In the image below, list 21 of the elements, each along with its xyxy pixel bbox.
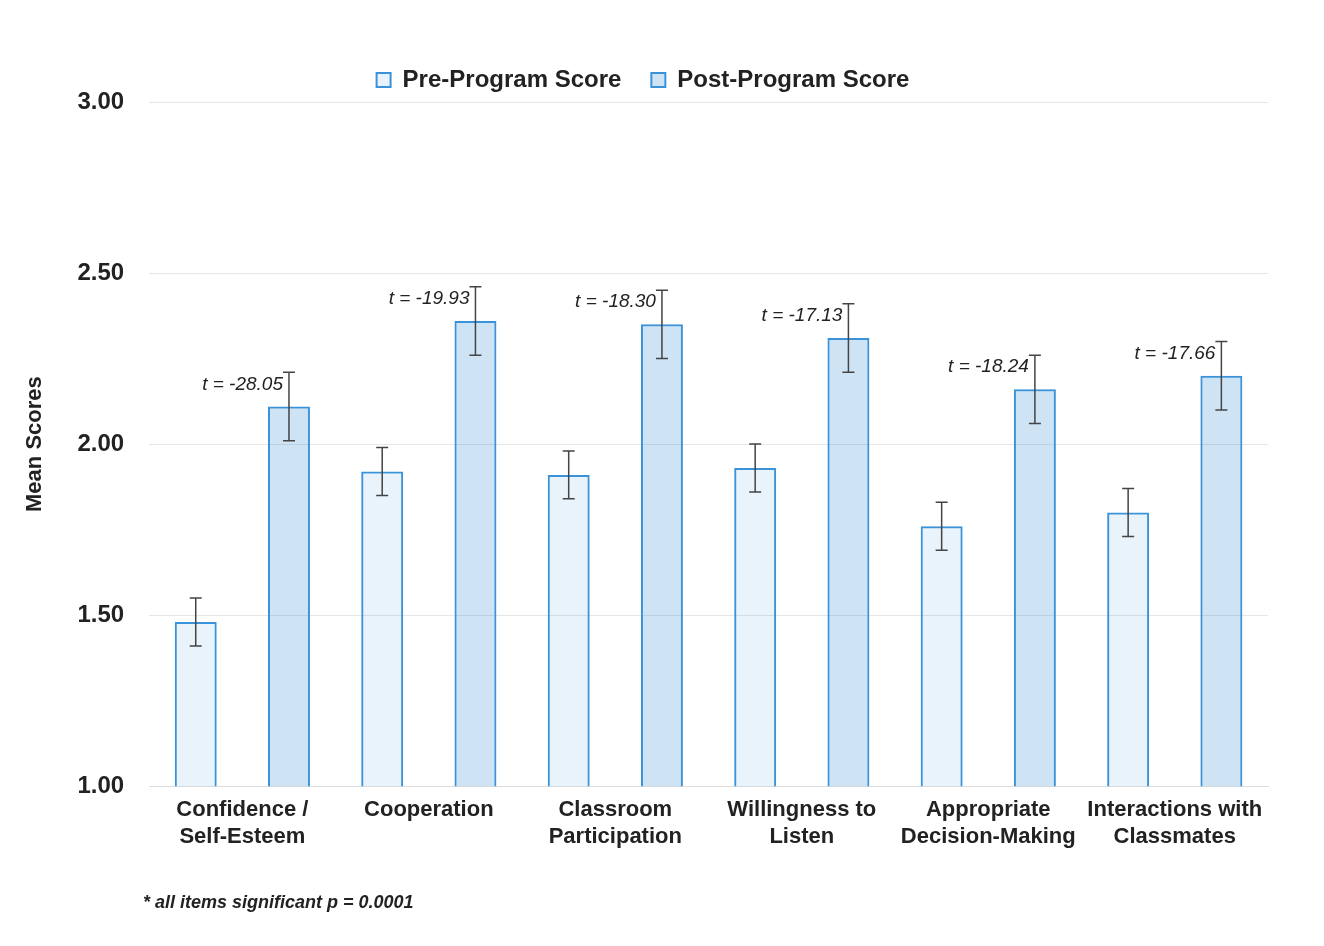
y-tick-label: 2.00	[77, 428, 125, 456]
y-tick-label: 1.00	[77, 770, 125, 798]
text: * all items significant p = 0.0001	[143, 891, 414, 912]
annotation: t = -19.93	[388, 287, 470, 309]
y-axis-title: Mean Scores	[21, 376, 47, 512]
annotation: t = -18.24	[948, 355, 1029, 377]
annotation: t = -17.13	[761, 304, 843, 326]
annotation: t = -28.05	[202, 372, 284, 394]
y-tick-label: 1.50	[77, 599, 125, 627]
legend-label: Pre-Program Score	[402, 64, 622, 92]
x-tick-label: Willingness to Listen	[727, 796, 877, 848]
y-tick-label: 2.50	[77, 257, 125, 285]
annotation: t = -17.66	[1134, 341, 1216, 363]
x-tick-label: Cooperation	[364, 796, 494, 822]
y-tick-label: 3.00	[77, 86, 125, 114]
legend-label: Post-Program Score	[677, 64, 910, 92]
x-tick-label: Classroom Participation	[548, 796, 682, 848]
x-tick-label: Appropriate Decision-Making	[900, 796, 1076, 848]
x-tick-label: Confidence / Self-Esteem	[176, 796, 309, 848]
annotation: t = -18.30	[575, 290, 657, 312]
x-tick-label: Interactions with Classmates	[1087, 796, 1263, 848]
